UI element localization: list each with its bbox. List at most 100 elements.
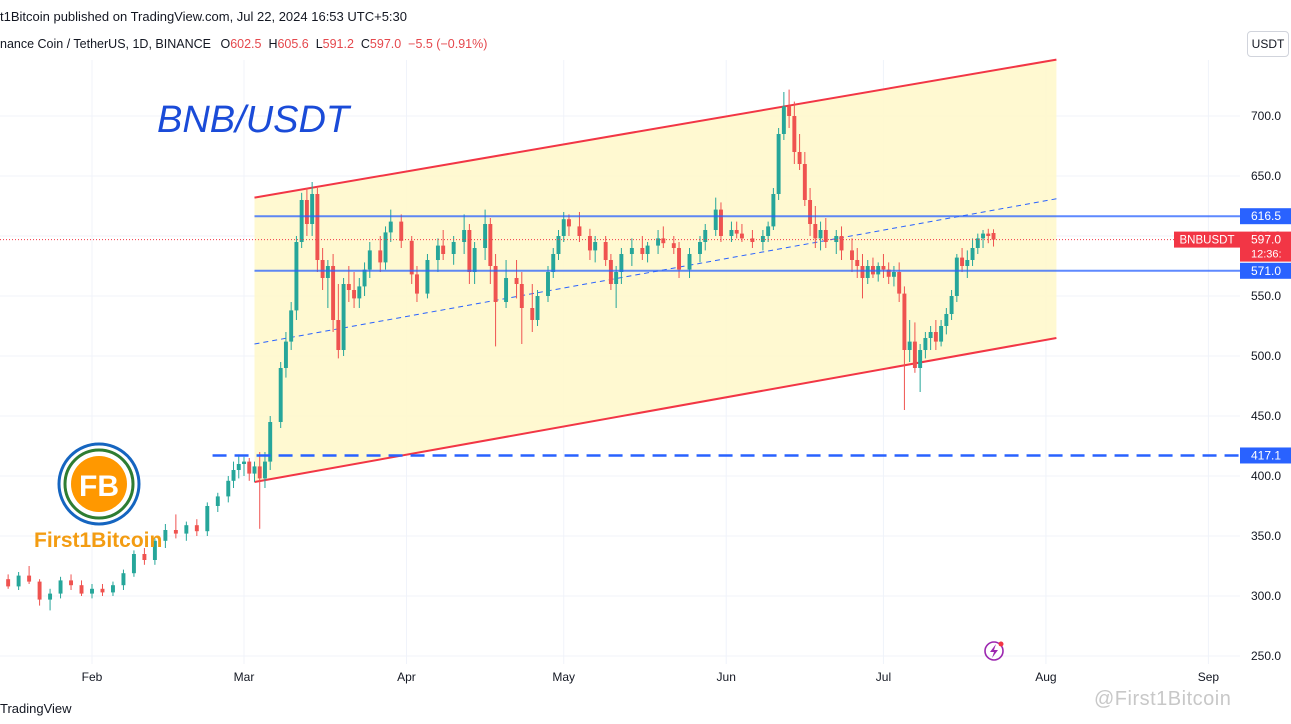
price-label-text: 571.0 [1251, 264, 1281, 278]
y-tick-label: 400.0 [1251, 469, 1281, 483]
candle-body [886, 269, 891, 277]
candle [787, 89, 792, 128]
price-label: 597.0 12:36: BNBUSDT [1174, 231, 1291, 262]
candle [530, 284, 535, 332]
candle [881, 254, 886, 278]
candle [771, 188, 776, 230]
tradingview-brand[interactable]: TradingView [0, 701, 72, 716]
candle-body [760, 236, 765, 242]
candle-body [294, 242, 299, 311]
candle [111, 581, 115, 596]
candle-body [283, 341, 288, 368]
candle [173, 514, 178, 539]
candle-body [912, 341, 917, 368]
candle-body [451, 242, 456, 254]
candle-body [823, 230, 828, 242]
candle [619, 248, 624, 284]
candle [131, 550, 136, 577]
candle-body [975, 238, 980, 248]
x-tick-label: Jun [717, 670, 736, 684]
candle [981, 230, 985, 248]
candle [462, 214, 467, 254]
candle [215, 492, 220, 512]
price-label-text: 616.5 [1251, 209, 1281, 223]
candle-body [661, 238, 666, 244]
candle-body [69, 580, 73, 586]
candle [247, 458, 252, 481]
candle [378, 236, 383, 272]
candle-body [90, 588, 94, 594]
candle [362, 262, 367, 296]
y-tick-label: 350.0 [1251, 529, 1281, 543]
candle-body [48, 593, 53, 600]
candle-body [860, 266, 865, 278]
candle [48, 588, 53, 611]
candle [760, 230, 765, 251]
candle-body [231, 470, 236, 481]
candle [944, 308, 949, 335]
candle-body [79, 585, 84, 594]
candle [152, 538, 157, 565]
currency-button[interactable]: USDT [1247, 31, 1289, 57]
candle-body [16, 575, 21, 587]
candle [546, 266, 550, 302]
candle [325, 260, 330, 308]
lightning-icon[interactable] [984, 641, 1004, 661]
candle [299, 192, 304, 248]
candle-body [462, 230, 467, 242]
y-tick-label: 700.0 [1251, 109, 1281, 123]
candle [975, 233, 980, 254]
candle-body [850, 250, 854, 260]
candle [933, 320, 938, 350]
candle [865, 260, 870, 284]
candle [729, 221, 734, 242]
candle-body [619, 254, 624, 272]
candle [891, 266, 896, 287]
candle [776, 128, 781, 200]
candle [58, 576, 63, 599]
candle [341, 278, 346, 356]
candle [357, 278, 362, 308]
candle-body [378, 250, 383, 263]
candle-body [918, 350, 923, 368]
candle-body [535, 296, 540, 320]
candle [671, 236, 676, 254]
candle-body [713, 209, 718, 230]
candle [346, 266, 351, 302]
candle-body [792, 116, 797, 152]
candle [409, 236, 414, 284]
candle [310, 182, 315, 236]
candle [488, 218, 493, 284]
candle-body [336, 320, 341, 350]
candle-body [960, 257, 965, 266]
candle [902, 286, 907, 410]
candle-body [891, 272, 896, 277]
candle [939, 320, 944, 347]
candle [645, 242, 650, 263]
logo-monogram: FB [79, 470, 119, 503]
x-tick-label: May [552, 670, 575, 684]
candle [698, 236, 702, 263]
candle-body [236, 464, 241, 470]
candle [100, 584, 105, 596]
candle-body [215, 496, 220, 506]
countdown-text: 12:36: [1251, 249, 1282, 261]
candle-body [163, 530, 168, 541]
candle [960, 248, 965, 272]
candle-body [315, 194, 320, 260]
candle-body [551, 254, 556, 272]
candle-body [687, 254, 692, 270]
candle-body [939, 326, 944, 342]
candle [781, 92, 786, 140]
candle-body [184, 525, 189, 534]
candle-body [278, 368, 283, 422]
candle [352, 272, 357, 308]
candle-body [425, 260, 430, 294]
candle [6, 574, 11, 589]
candle-body [577, 226, 582, 236]
candle-body [808, 200, 813, 224]
candle [897, 262, 902, 302]
candle [289, 302, 294, 350]
candle [886, 262, 891, 284]
